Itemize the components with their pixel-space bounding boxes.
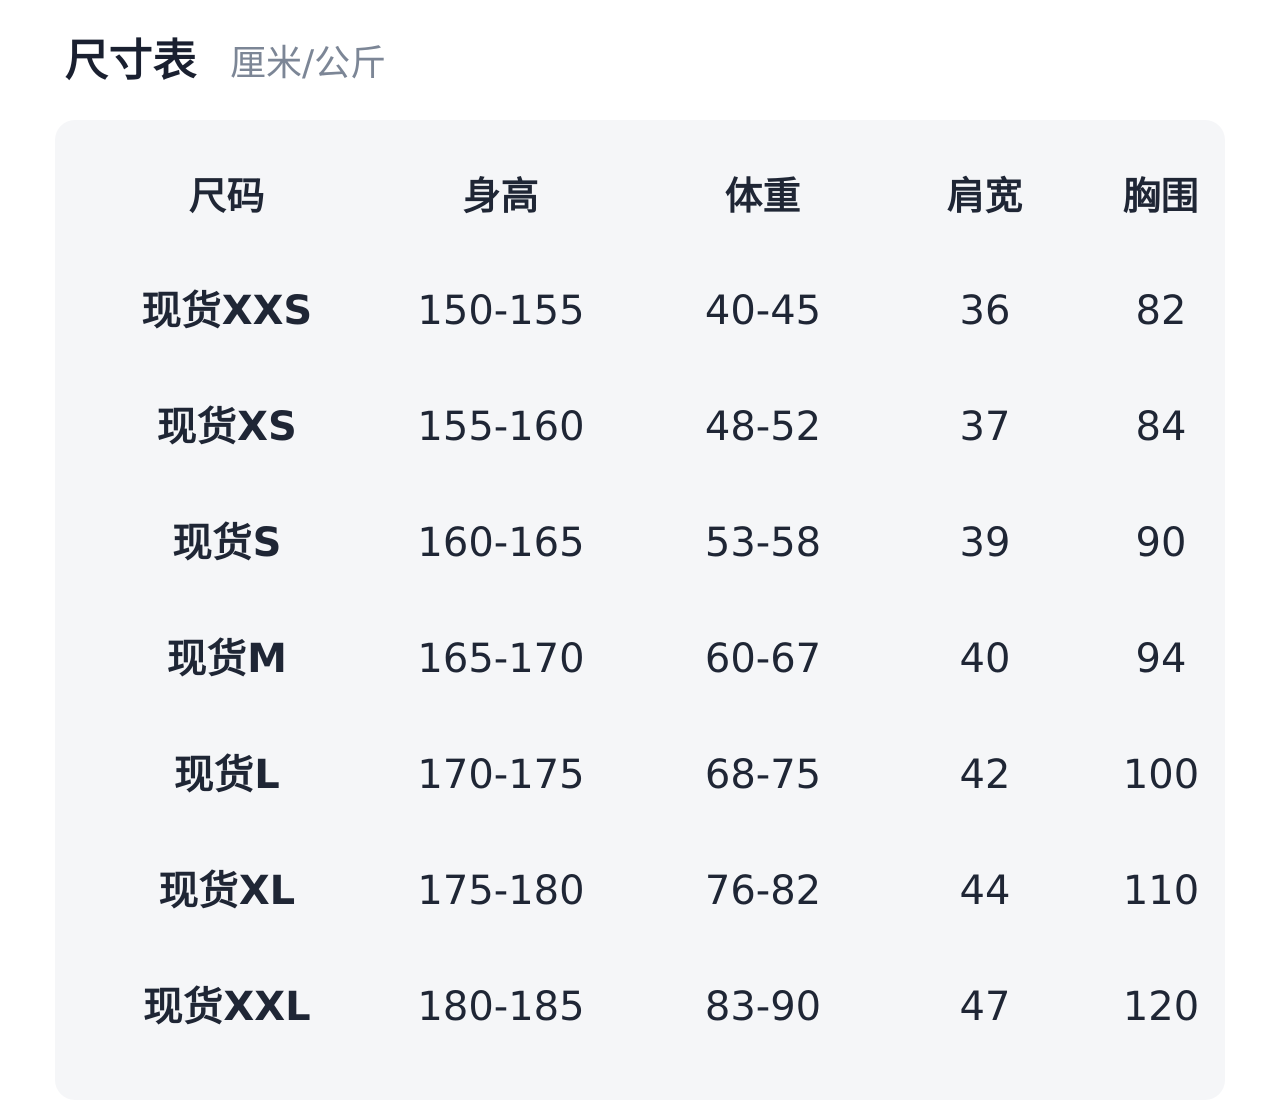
- cell-size: 现货L: [174, 752, 280, 798]
- cell-chest: 120: [1122, 984, 1200, 1030]
- cell-weight: 83-90: [704, 984, 822, 1030]
- unit-label: 厘米/公斤: [230, 43, 387, 84]
- cell-size: 现货M: [167, 636, 287, 682]
- cell-height: 155-160: [417, 404, 585, 450]
- cell-weight: 40-45: [704, 288, 822, 334]
- cell-size: 现货XL: [158, 868, 296, 914]
- cell-chest: 90: [1135, 520, 1187, 566]
- header-size: 尺码: [188, 174, 265, 218]
- table-row: 现货S 160-165 53-58 39 90: [55, 513, 1225, 573]
- cell-shoulder: 37: [959, 404, 1011, 450]
- cell-weight: 68-75: [704, 752, 822, 798]
- table-row: 现货XS 155-160 48-52 37 84: [55, 397, 1225, 457]
- cell-size: 现货XXL: [143, 984, 311, 1030]
- cell-height: 150-155: [417, 288, 585, 334]
- cell-shoulder: 40: [959, 636, 1011, 682]
- cell-chest: 84: [1135, 404, 1187, 450]
- page-title: 尺寸表: [65, 35, 197, 86]
- cell-height: 165-170: [417, 636, 585, 682]
- table-row: 现货M 165-170 60-67 40 94: [55, 629, 1225, 689]
- table-row: 现货XXL 180-185 83-90 47 120: [55, 977, 1225, 1037]
- cell-chest: 82: [1135, 288, 1187, 334]
- cell-chest: 100: [1122, 752, 1200, 798]
- size-table: 尺码 身高 体重 肩宽 胸围现货XXS 150-155 40-45 36 82 现货XS 155-1…: [55, 120, 1225, 1100]
- cell-size: 现货XS: [157, 404, 297, 450]
- cell-size: 现货XXS: [141, 288, 313, 334]
- cell-weight: 76-82: [704, 868, 822, 914]
- table-row: 现货XXS 150-155 40-45 36 82: [55, 281, 1225, 341]
- cell-shoulder: 36: [959, 288, 1011, 334]
- table-row: 现货XL 175-180 76-82 44 110: [55, 861, 1225, 921]
- cell-size: 现货S: [172, 520, 282, 566]
- cell-shoulder: 47: [959, 984, 1011, 1030]
- cell-chest: 110: [1122, 868, 1200, 914]
- cell-height: 175-180: [417, 868, 585, 914]
- header-height: 身高: [462, 174, 539, 218]
- cell-weight: 48-52: [704, 404, 822, 450]
- cell-shoulder: 42: [959, 752, 1011, 798]
- cell-height: 170-175: [417, 752, 585, 798]
- table-header: 尺码 身高 体重 肩宽 胸围: [55, 166, 1225, 226]
- cell-weight: 53-58: [704, 520, 822, 566]
- cell-shoulder: 39: [959, 520, 1011, 566]
- header-shoulder: 肩宽: [946, 174, 1023, 218]
- cell-shoulder: 44: [959, 868, 1011, 914]
- header-chest: 胸围: [1122, 174, 1199, 218]
- header-weight: 体重: [724, 174, 801, 218]
- cell-height: 180-185: [417, 984, 585, 1030]
- cell-height: 160-165: [417, 520, 585, 566]
- cell-chest: 94: [1135, 636, 1187, 682]
- cell-weight: 60-67: [704, 636, 822, 682]
- table-row: 现货L 170-175 68-75 42 100: [55, 745, 1225, 805]
